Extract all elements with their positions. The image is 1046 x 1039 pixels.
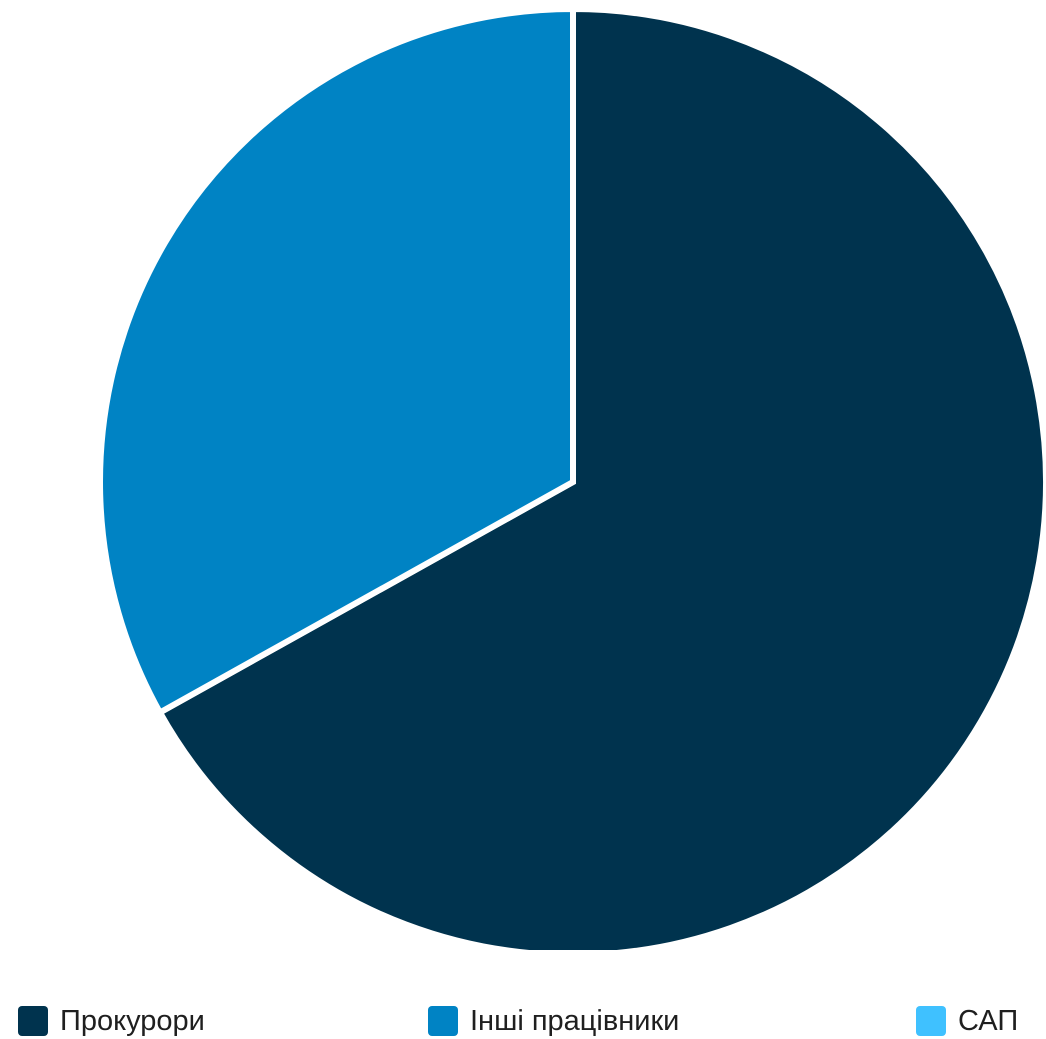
legend-swatch-prokurory [18,1006,48,1036]
legend-swatch-sap [916,1006,946,1036]
legend-label-prokurory: Прокурори [60,1004,205,1037]
pie-slices [97,5,1046,950]
legend-swatch-inshi-pratsivnyky [428,1006,458,1036]
pie-slice-1[interactable] [97,5,576,717]
legend-item-sap[interactable]: САП [916,1003,1018,1039]
legend-item-inshi-pratsivnyky[interactable]: Інші працівники [428,1003,679,1039]
legend-label-sap: САП [958,1004,1019,1037]
legend-label-inshi-pratsivnyky: Інші працівники [470,1004,680,1037]
legend-item-prokurory[interactable]: Прокурори [18,1003,205,1039]
pie-chart [97,5,1046,950]
pie-slice-0[interactable] [155,5,1046,950]
